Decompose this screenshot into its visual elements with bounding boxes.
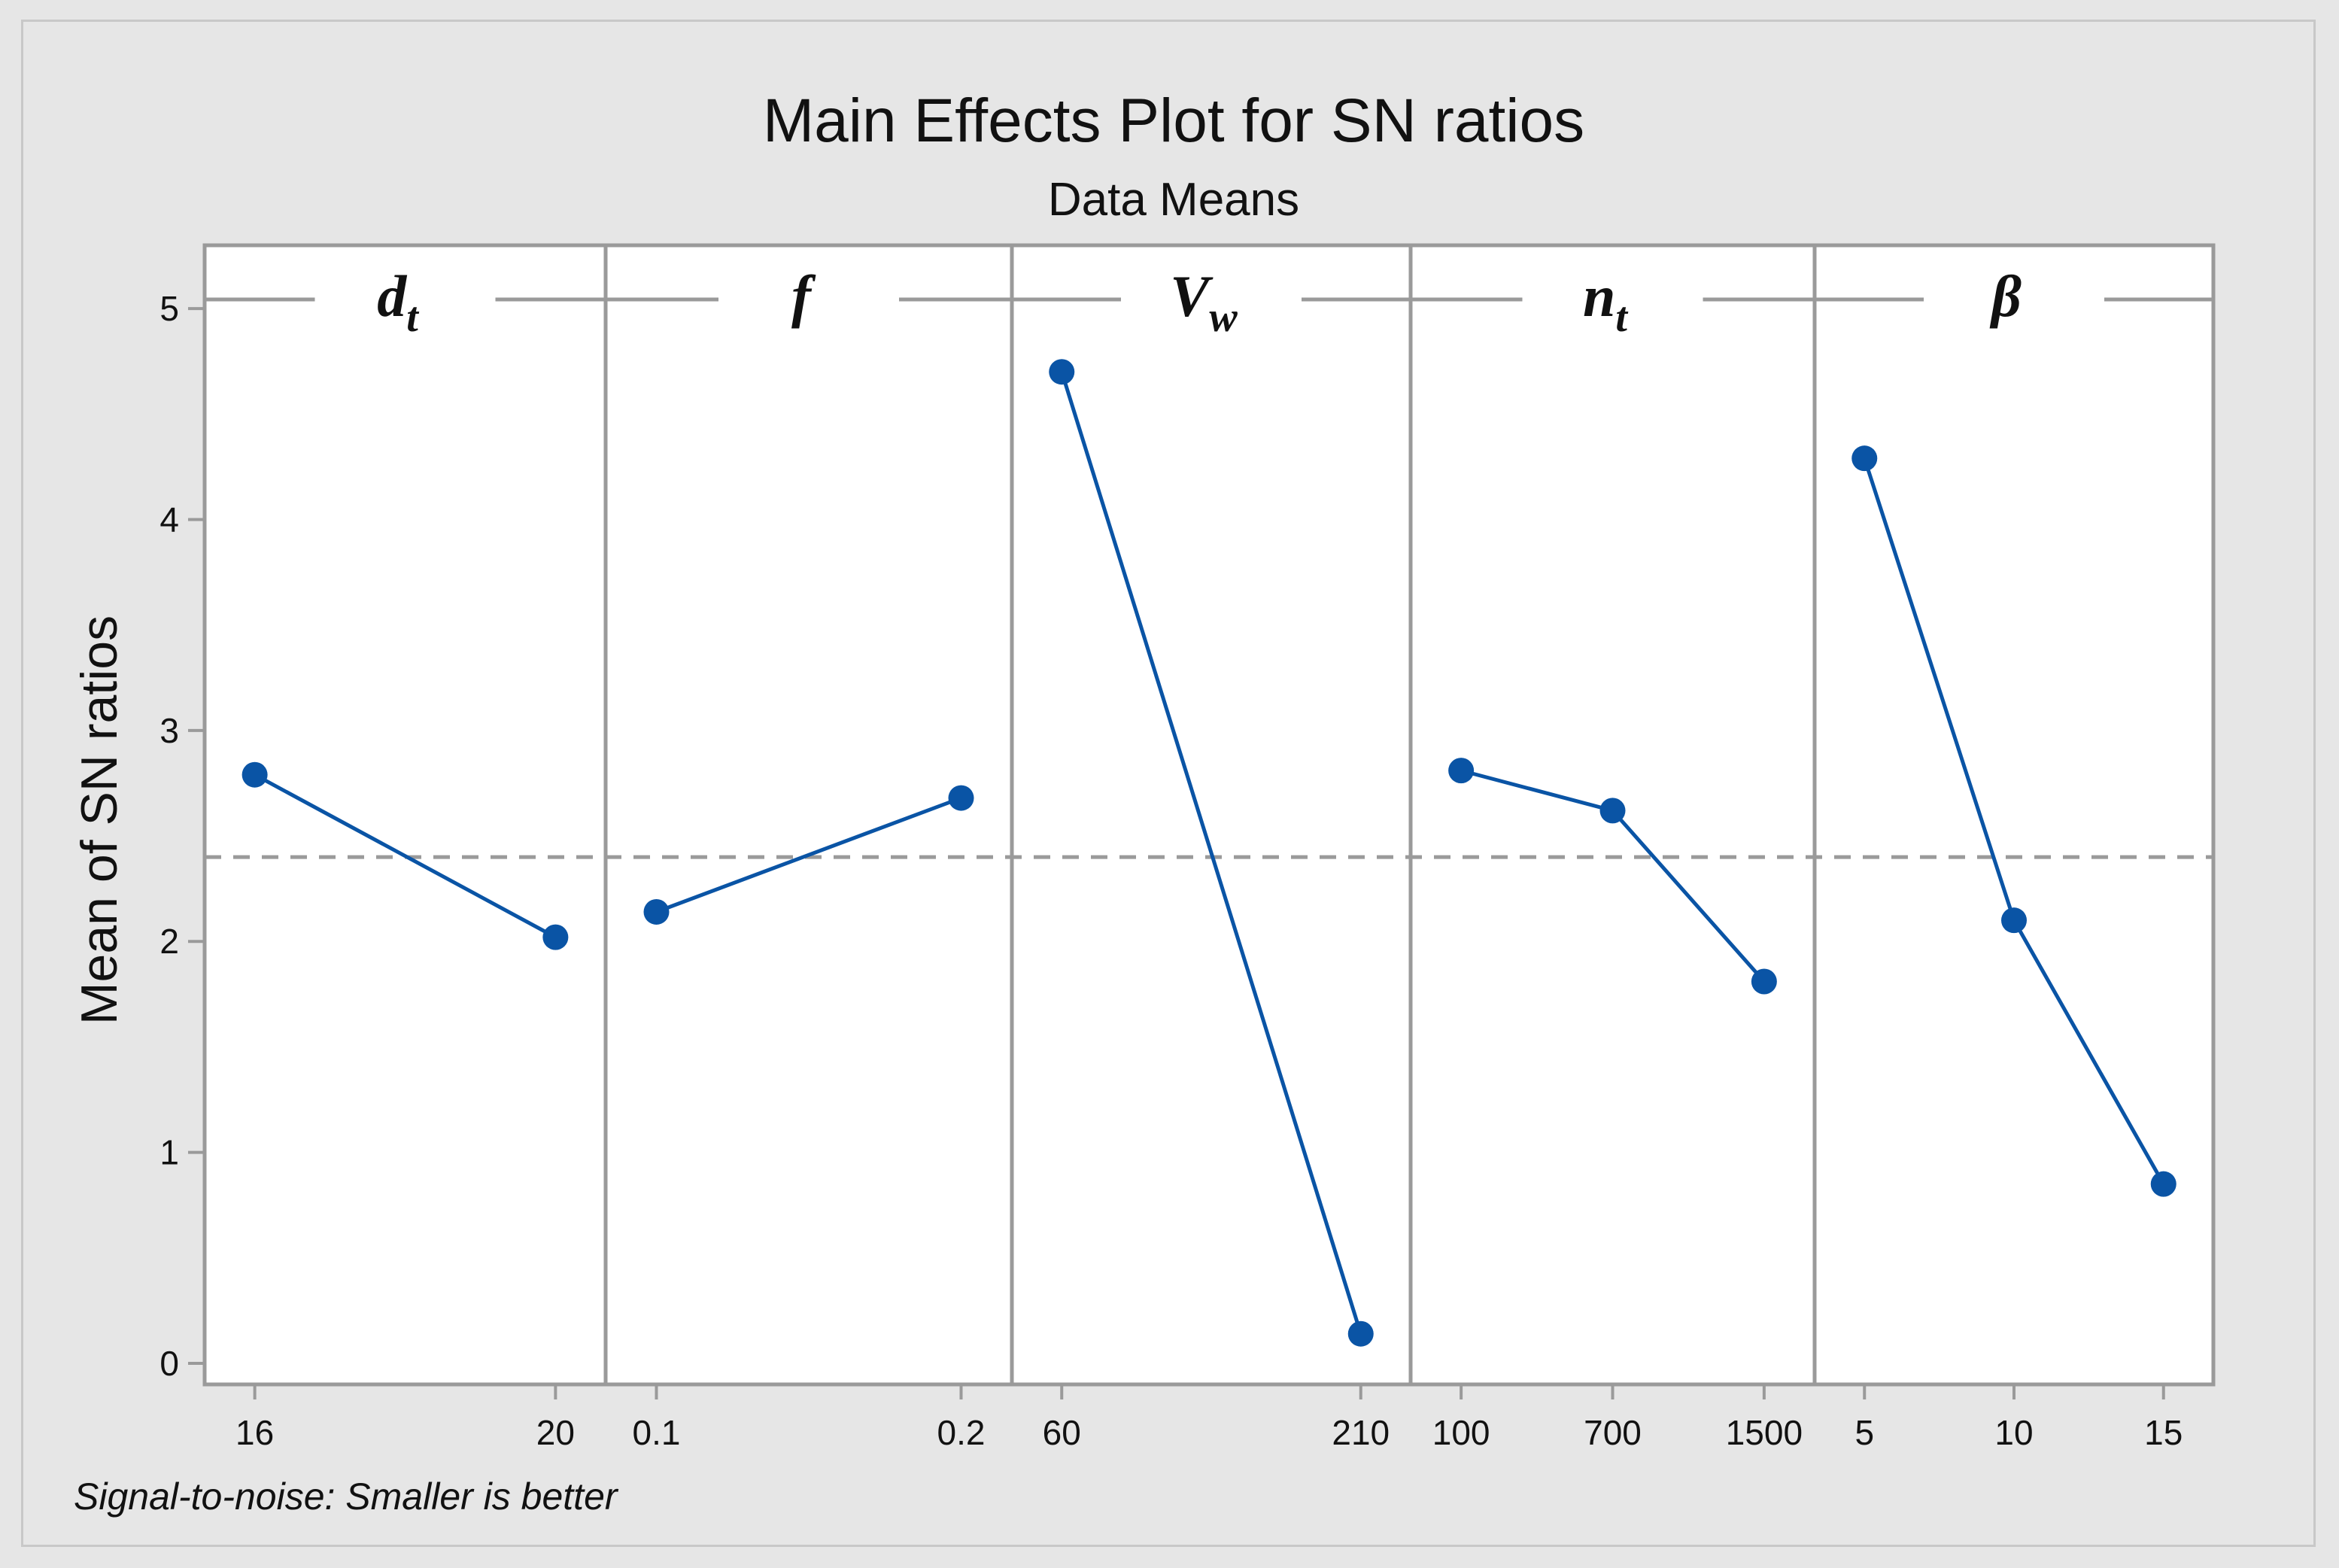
y-tick-label: 0 bbox=[159, 1344, 179, 1383]
data-point bbox=[2151, 1171, 2176, 1197]
chart-title: Main Effects Plot for SN ratios bbox=[763, 87, 1584, 155]
data-point bbox=[644, 899, 670, 925]
x-tick-label: 16 bbox=[235, 1413, 274, 1452]
data-point bbox=[1851, 445, 1877, 471]
x-tick-label: 0.1 bbox=[633, 1413, 681, 1452]
x-tick-label: 1500 bbox=[1726, 1413, 1803, 1452]
y-tick-label: 4 bbox=[159, 500, 179, 539]
data-point bbox=[242, 762, 268, 788]
x-tick-label: 20 bbox=[536, 1413, 575, 1452]
x-tick-label: 60 bbox=[1043, 1413, 1081, 1452]
panel-label: β bbox=[1989, 263, 2022, 329]
chart-subtitle: Data Means bbox=[1048, 174, 1299, 226]
plot-background bbox=[205, 245, 2213, 1384]
x-tick-label: 210 bbox=[1332, 1413, 1390, 1452]
data-point bbox=[1751, 968, 1777, 994]
data-point bbox=[1348, 1321, 1374, 1347]
x-tick-label: 700 bbox=[1584, 1413, 1642, 1452]
y-tick-label: 5 bbox=[159, 289, 179, 328]
y-tick-label: 3 bbox=[159, 711, 179, 750]
data-point bbox=[1448, 758, 1474, 783]
y-tick-label: 1 bbox=[159, 1133, 179, 1172]
x-tick-label: 5 bbox=[1854, 1413, 1874, 1452]
data-point bbox=[1049, 359, 1074, 384]
data-point bbox=[949, 786, 974, 811]
y-axis-label: Mean of SN ratios bbox=[71, 615, 128, 1025]
x-tick-label: 100 bbox=[1432, 1413, 1490, 1452]
x-tick-label: 15 bbox=[2144, 1413, 2183, 1452]
data-point bbox=[542, 925, 568, 950]
footnote: Signal-to-noise: Smaller is better bbox=[74, 1475, 619, 1518]
data-point bbox=[1600, 798, 1626, 823]
x-tick-label: 10 bbox=[1994, 1413, 2033, 1452]
main-effects-chart: Main Effects Plot for SN ratios Data Mea… bbox=[0, 0, 2339, 1568]
y-tick-label: 2 bbox=[159, 922, 179, 961]
data-point bbox=[2001, 907, 2027, 933]
x-tick-label: 0.2 bbox=[937, 1413, 986, 1452]
